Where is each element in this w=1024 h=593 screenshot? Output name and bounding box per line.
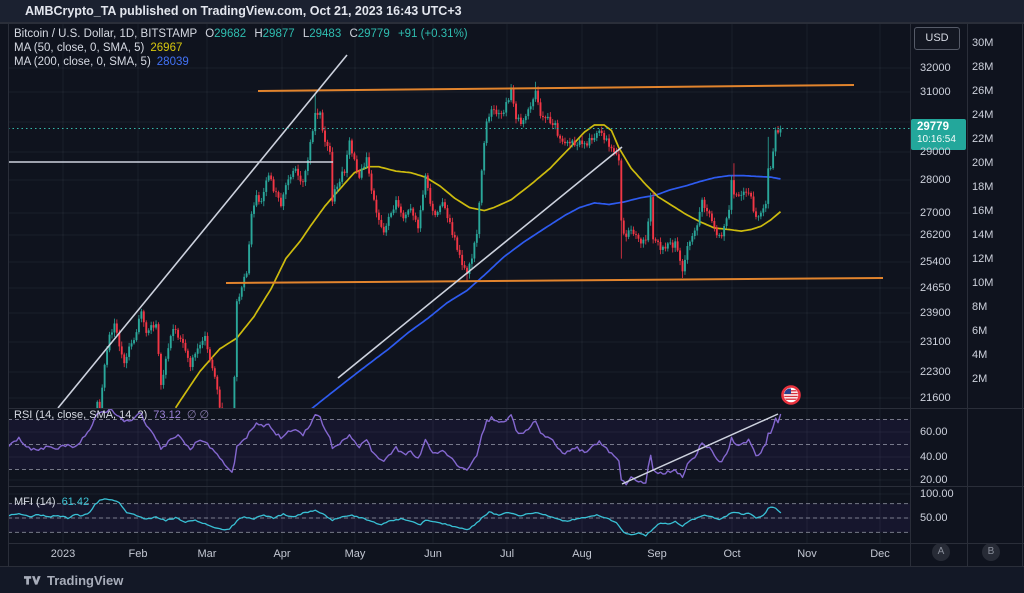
- last-price-tag: 29779 10:16:54: [911, 119, 966, 150]
- volume-tick-label: 28M: [972, 61, 994, 73]
- low-value: 29483: [309, 28, 342, 40]
- time-tick-label: Apr: [273, 548, 291, 560]
- price-tick-label: 29000: [920, 146, 951, 158]
- time-tick-label: Nov: [797, 548, 817, 560]
- price-tick-label: 22300: [920, 366, 951, 378]
- price-tick-label: 27000: [920, 207, 951, 219]
- scale-b-button[interactable]: B: [982, 543, 1000, 561]
- price-tick-label: 23900: [920, 307, 951, 319]
- rsi-series-line[interactable]: [8, 409, 782, 486]
- volume-tick-label: 4M: [972, 349, 988, 361]
- rsi-null-values: ∅ ∅: [186, 409, 210, 421]
- rsi-legend[interactable]: RSI (14, close, SMA, 14, 2) 73.12 ∅ ∅: [14, 408, 209, 422]
- mfi-tick-label: 50.00: [920, 512, 948, 524]
- volume-tick-label: 18M: [972, 181, 994, 193]
- trendline: [337, 146, 623, 379]
- rsi-value: 73.12: [153, 409, 181, 421]
- currency-usd-button[interactable]: USD: [914, 27, 960, 50]
- volume-tick-label: 2M: [972, 373, 988, 385]
- price-tick-label: 25400: [920, 256, 951, 268]
- price-tick-label: 23100: [920, 336, 951, 348]
- volume-tick-label: 24M: [972, 109, 994, 121]
- ma200-line[interactable]: [310, 174, 781, 410]
- close-value: 29779: [357, 28, 390, 40]
- time-tick-label: Mar: [197, 548, 217, 560]
- high-label: H: [254, 28, 263, 40]
- volume-tick-label: 14M: [972, 229, 994, 241]
- bar-countdown: 10:16:54: [917, 134, 956, 145]
- rsi-label: RSI (14, close, SMA, 14, 2): [14, 409, 148, 421]
- time-tick-label: Dec: [870, 548, 890, 560]
- mfi-tick-label: 100.00: [920, 488, 954, 500]
- ma200-value: 28039: [156, 56, 189, 68]
- ma50-value: 26967: [150, 42, 183, 54]
- close-label: C: [349, 28, 358, 40]
- chart-drawings[interactable]: [8, 54, 910, 408]
- time-tick-label: Jul: [499, 548, 515, 560]
- horizontal-level-line: [257, 84, 855, 92]
- rsi-tick-label: 40.00: [920, 451, 948, 463]
- symbol-legend[interactable]: Bitcoin / U.S. Dollar, 1D, BITSTAMP O296…: [14, 27, 468, 69]
- published-bar: AMBCrypto_TA published on TradingView.co…: [0, 0, 1024, 23]
- rsi-tick-label: 60.00: [920, 426, 948, 438]
- volume-tick-label: 30M: [972, 37, 994, 49]
- mfi-series-line[interactable]: [8, 498, 782, 537]
- trendline: [57, 54, 348, 408]
- time-tick-label: Jun: [424, 548, 442, 560]
- symbol-title: Bitcoin / U.S. Dollar, 1D, BITSTAMP: [14, 28, 197, 40]
- volume-tick-label: 8M: [972, 301, 988, 313]
- tradingview-logo-icon[interactable]: [24, 573, 41, 587]
- ma50-legend-row[interactable]: MA (50, close, 0, SMA, 5) 26967: [14, 41, 468, 55]
- volume-tick-label: 10M: [972, 277, 994, 289]
- time-tick-label: Aug: [572, 548, 592, 560]
- open-label: O: [205, 28, 215, 40]
- gridlines: [8, 24, 910, 543]
- pane-separators: [0, 23, 1024, 566]
- horizontal-level-line: [225, 277, 884, 284]
- ma50-line[interactable]: [174, 124, 782, 408]
- price-tick-label: 24650: [920, 282, 951, 294]
- volume-tick-label: 20M: [972, 157, 994, 169]
- price-tick-label: 21600: [920, 392, 951, 404]
- low-label: L: [302, 28, 310, 40]
- time-tick-label: Feb: [128, 548, 148, 560]
- volume-tick-label: 22M: [972, 133, 994, 145]
- us-flag-event-icon[interactable]: [781, 385, 801, 405]
- price-tick-label: 26200: [920, 229, 951, 241]
- symbol-title-row: Bitcoin / U.S. Dollar, 1D, BITSTAMP O296…: [14, 27, 468, 41]
- high-value: 29877: [262, 28, 295, 40]
- footer-bar: TradingView: [0, 566, 1024, 593]
- volume-tick-label: 12M: [972, 253, 994, 265]
- tradingview-wordmark[interactable]: TradingView: [47, 572, 124, 588]
- ma200-legend-row[interactable]: MA (200, close, 0, SMA, 5) 28039: [14, 55, 468, 69]
- volume-tick-label: 6M: [972, 325, 988, 337]
- ma50-label: MA (50, close, 0, SMA, 5): [14, 42, 145, 54]
- volume-tick-label: 26M: [972, 85, 994, 97]
- mfi-value: 61.42: [61, 496, 90, 508]
- candlestick-series[interactable]: [62, 81, 782, 593]
- last-price-value: 29779: [917, 121, 949, 133]
- mfi-label: MFI (14): [14, 496, 56, 508]
- price-tick-label: 32000: [920, 62, 951, 74]
- time-tick-label: Oct: [723, 548, 741, 560]
- price-tick-label: 31000: [920, 86, 951, 98]
- rsi-tick-label: 20.00: [920, 474, 948, 486]
- change-value: +91 (+0.31%): [397, 28, 468, 40]
- ma200-label: MA (200, close, 0, SMA, 5): [14, 56, 151, 68]
- time-tick-label: May: [344, 548, 366, 560]
- scale-a-button[interactable]: A: [932, 543, 950, 561]
- open-value: 29682: [214, 28, 247, 40]
- price-tick-label: 28000: [920, 174, 951, 186]
- volume-tick-label: 16M: [972, 205, 994, 217]
- mfi-legend[interactable]: MFI (14) 61.42: [14, 495, 89, 509]
- rsi-trendline[interactable]: [621, 413, 779, 485]
- time-tick-label: 2023: [50, 548, 76, 560]
- time-tick-label: Sep: [647, 548, 667, 560]
